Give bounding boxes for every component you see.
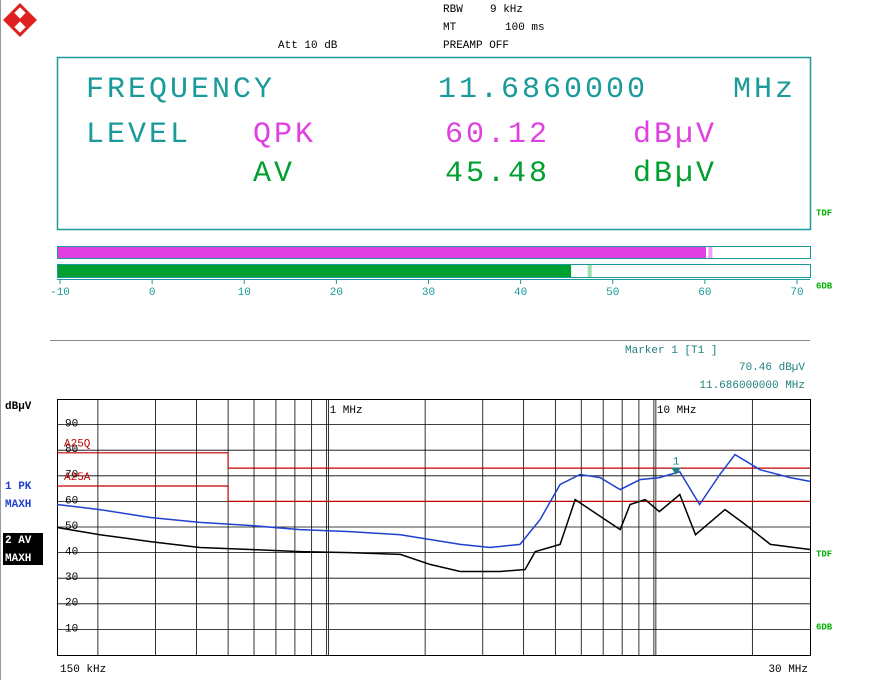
- trace: [56, 493, 811, 573]
- bar-tick-label: 30: [422, 287, 435, 299]
- logo: [3, 3, 37, 37]
- tdf: TDF: [816, 208, 832, 218]
- display-frame: [56, 56, 812, 231]
- rbw: 9 kHz: [490, 4, 523, 16]
- level-bar: [58, 247, 706, 258]
- frequency: 11.6860000: [438, 73, 648, 107]
- av-label: AV: [253, 157, 295, 191]
- bar-tick-label: -10: [50, 287, 70, 299]
- hold-marker: [587, 265, 592, 277]
- level-label: LEVEL: [86, 118, 191, 152]
- legend-mode: MAXH: [5, 553, 31, 565]
- y-tick-label: 40: [65, 547, 78, 559]
- trace: [56, 453, 811, 549]
- x-tick-label: 10 MHz: [657, 405, 697, 417]
- av-value: 45.48: [445, 157, 550, 191]
- bar-tick-label: 20: [330, 287, 343, 299]
- legend-name: 1 PK: [5, 481, 32, 493]
- att: Att 10 dB: [278, 40, 338, 52]
- limit-label: A25Q: [64, 439, 91, 451]
- qpk-value: 60.12: [445, 118, 550, 152]
- legend-name: 2 AV: [5, 535, 32, 547]
- bar-tick-label: 0: [149, 287, 156, 299]
- hold-marker: [708, 247, 713, 258]
- marker-label: 1: [673, 457, 680, 469]
- bar-tick-label: 50: [606, 287, 619, 299]
- y-tick-label: 60: [65, 495, 78, 507]
- bar-tick-label: 60: [698, 287, 711, 299]
- av-bar-frame: [57, 264, 811, 278]
- x-min-label: 150 kHz: [60, 664, 106, 676]
- tdf: TDF: [816, 549, 832, 559]
- marker-x: 11.686000000 MHz: [699, 380, 805, 392]
- limit-line: [57, 452, 810, 469]
- qpk-label: QPK: [253, 118, 316, 152]
- qpk-bar-frame: [57, 246, 811, 259]
- frequency-unit: MHz: [733, 73, 796, 107]
- y-tick-label: 20: [65, 598, 78, 610]
- y-tick-label: 10: [65, 623, 78, 635]
- y-tick-label: 70: [65, 470, 78, 482]
- bar-tick-label: 70: [790, 287, 803, 299]
- y-tick-label: 30: [65, 572, 78, 584]
- x-max-label: 30 MHz: [768, 664, 808, 676]
- preamp: PREAMP OFF: [443, 40, 509, 52]
- mt-label: MT: [443, 22, 457, 34]
- level-bar: [58, 265, 572, 277]
- legend-box: [3, 533, 43, 565]
- db: 6DB: [816, 622, 833, 632]
- legend-mode: MAXH: [5, 499, 31, 511]
- y-tick-label: 90: [65, 419, 78, 431]
- marker: [671, 467, 682, 475]
- marker-y: 70.46 dBµV: [739, 362, 805, 374]
- qpk-unit: dBµV: [633, 118, 717, 152]
- mt: 100 ms: [505, 22, 545, 34]
- bar-tick-label: 10: [238, 287, 251, 299]
- frequency-label: FREQUENCY: [86, 73, 275, 107]
- bar-tick-label: 40: [514, 287, 527, 299]
- limit-line: [57, 485, 810, 502]
- rbw-label: RBW: [443, 4, 463, 16]
- db: 6DB: [816, 281, 833, 291]
- marker-title: Marker 1 [T1 ]: [625, 345, 717, 357]
- av-unit: dBµV: [633, 157, 717, 191]
- x-tick-label: 1 MHz: [330, 405, 363, 417]
- limit-label: A25A: [64, 472, 91, 484]
- y-axis-label: dBµV: [5, 401, 32, 413]
